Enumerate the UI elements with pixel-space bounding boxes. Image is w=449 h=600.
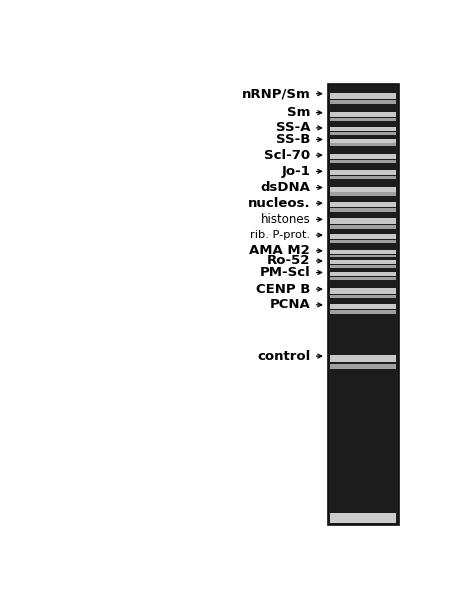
Bar <box>330 355 396 362</box>
Text: PM-Scl: PM-Scl <box>260 266 310 279</box>
Bar <box>330 225 396 229</box>
Bar <box>330 132 396 134</box>
Bar <box>330 187 396 191</box>
Bar <box>330 176 396 179</box>
Bar <box>330 193 396 196</box>
Text: PCNA: PCNA <box>269 298 310 311</box>
Text: Sm: Sm <box>287 106 310 119</box>
Bar <box>330 154 396 159</box>
Bar <box>330 127 396 131</box>
Bar <box>330 92 396 99</box>
Bar <box>330 100 396 104</box>
Bar <box>330 202 396 208</box>
Bar <box>330 170 396 175</box>
Bar <box>330 118 396 121</box>
Bar <box>330 255 396 257</box>
Bar <box>330 513 396 523</box>
Text: SS-B: SS-B <box>276 133 310 146</box>
Bar <box>330 112 396 117</box>
Bar <box>330 277 396 280</box>
Bar <box>330 208 396 212</box>
Bar <box>330 304 396 310</box>
Text: dsDNA: dsDNA <box>260 181 310 194</box>
Bar <box>330 160 396 163</box>
Bar <box>330 288 396 294</box>
Bar <box>327 83 399 525</box>
Bar <box>330 295 396 298</box>
Bar <box>330 143 396 146</box>
Text: histones: histones <box>260 213 310 226</box>
Text: AMA M2: AMA M2 <box>249 244 310 257</box>
Text: SS-A: SS-A <box>276 121 310 134</box>
Bar <box>330 310 396 314</box>
Text: nRNP/Sm: nRNP/Sm <box>242 87 310 100</box>
Text: CENP B: CENP B <box>256 283 310 296</box>
Bar <box>330 265 396 268</box>
Text: Ro-52: Ro-52 <box>267 254 310 268</box>
Bar <box>330 272 396 276</box>
Text: Jo-1: Jo-1 <box>281 165 310 178</box>
Bar <box>330 364 396 368</box>
Text: control: control <box>257 350 310 362</box>
Bar <box>330 234 396 239</box>
Bar <box>330 218 396 224</box>
Text: nucleos.: nucleos. <box>247 197 310 210</box>
Text: Scl-70: Scl-70 <box>264 149 310 161</box>
Bar <box>330 260 396 264</box>
Bar <box>330 250 396 254</box>
Bar <box>330 139 396 143</box>
Bar <box>330 239 396 242</box>
Text: rib. P-prot.: rib. P-prot. <box>250 230 310 240</box>
